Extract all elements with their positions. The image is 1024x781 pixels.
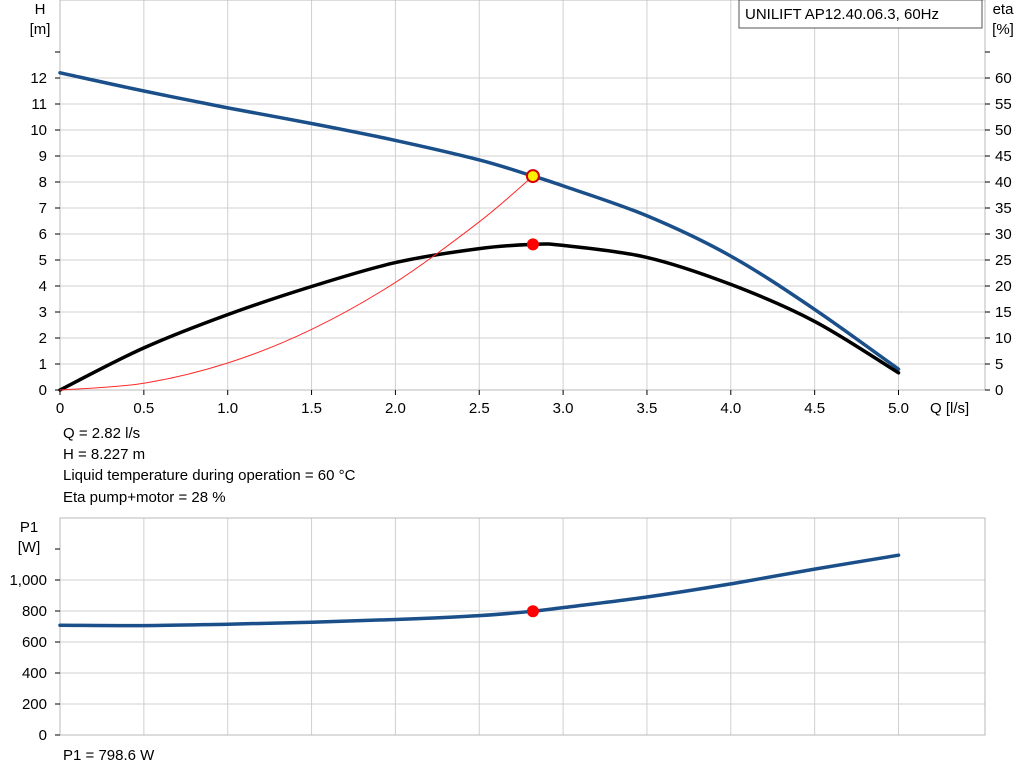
y-right-axis-label-symbol: eta	[993, 1, 1015, 18]
y-left-tick-label: 8	[39, 174, 47, 191]
y-left-tick-label: 10	[30, 122, 47, 139]
info-liquid-temperature: Liquid temperature during operation = 60…	[63, 467, 356, 484]
top-chart-markers	[525, 169, 540, 251]
y-left-tick-label: 4	[39, 278, 47, 295]
chart-title-box	[738, 0, 983, 29]
x-tick-label: 4.5	[804, 400, 825, 417]
chart-title: UNILIFT AP12.40.06.3, 60Hz	[745, 6, 939, 23]
y-right-tick-label: 25	[995, 252, 1012, 269]
p1-tick-label: 0	[39, 727, 47, 744]
y-left-tick-label: 1	[39, 356, 47, 373]
p1-tick-label: 200	[22, 696, 47, 713]
y-right-tick-label: 5	[995, 356, 1003, 373]
x-tick-label: 0.5	[133, 400, 154, 417]
bottom-chart-markers	[526, 605, 539, 618]
y-right-tick-label: 30	[995, 226, 1012, 243]
y-right-tick-label: 35	[995, 200, 1012, 217]
y-right-tick-label: 15	[995, 304, 1012, 321]
x-tick-label: 3.5	[637, 400, 658, 417]
x-axis-label: Q [l/s]	[930, 400, 969, 417]
y-left-tick-label: 7	[39, 200, 47, 217]
y-right-tick-label: 10	[995, 330, 1012, 347]
y-left-axis-label-symbol: H	[35, 1, 46, 18]
y-right-tick-label: 20	[995, 278, 1012, 295]
power-curve	[58, 553, 901, 628]
p1-axis-label-unit: [W]	[18, 539, 41, 556]
efficiency-curve	[58, 242, 901, 392]
y-right-tick-label: 40	[995, 174, 1012, 191]
info-power: P1 = 798.6 W	[63, 747, 155, 764]
y-right-tick-label: 55	[995, 96, 1012, 113]
x-tick-label: 2.5	[469, 400, 490, 417]
bottom-chart-axes: 0 200 400 600 800 1,000	[9, 548, 60, 744]
p1-tick-label: 600	[22, 634, 47, 651]
y-right-tick-label: 60	[995, 70, 1012, 87]
top-chart-plot-area	[59, 0, 986, 391]
top-chart-labels: UNILIFT AP12.40.06.3, 60Hz H [m] eta [%]…	[30, 0, 1015, 417]
system-curve	[59, 175, 534, 391]
duty-point-power-marker	[526, 605, 539, 618]
y-right-axis-label-unit: [%]	[992, 21, 1014, 38]
y-left-tick-label: 5	[39, 252, 47, 269]
x-tick-label: 1.0	[217, 400, 238, 417]
x-tick-label: 5.0	[888, 400, 909, 417]
p1-tick-label: 1,000	[9, 572, 47, 589]
x-tick-label: 0	[56, 400, 64, 417]
info-efficiency: Eta pump+motor = 28 %	[63, 489, 226, 506]
x-tick-label: 2.0	[385, 400, 406, 417]
p1-tick-label: 400	[22, 665, 47, 682]
y-left-tick-label: 9	[39, 148, 47, 165]
y-left-tick-label: 6	[39, 226, 47, 243]
info-head: H = 8.227 m	[63, 446, 146, 463]
x-tick-label: 1.5	[301, 400, 322, 417]
x-tick-label: 4.0	[720, 400, 741, 417]
bottom-chart-labels: P1 [W]	[18, 519, 41, 556]
y-right-tick-label: 45	[995, 148, 1012, 165]
y-left-tick-label: 12	[30, 70, 47, 87]
y-right-tick-label: 50	[995, 122, 1012, 139]
head-curve	[58, 71, 901, 371]
bottom-chart-series	[58, 553, 901, 628]
top-chart-axes: 0 0.5 1.0 1.5 2.0 2.5 3.0 3.5 4.0 4.5 5.0012345678…	[30, 51, 1012, 417]
p1-axis-label-symbol: P1	[20, 519, 38, 536]
y-right-tick-label: 0	[995, 382, 1003, 399]
y-left-tick-label: 11	[31, 96, 47, 113]
y-left-axis-label-unit: [m]	[30, 21, 51, 38]
y-left-tick-label: 2	[39, 330, 47, 347]
info-flow: Q = 2.82 l/s	[63, 425, 141, 442]
x-tick-label: 3.0	[553, 400, 574, 417]
duty-point-efficiency-marker	[526, 238, 539, 251]
y-left-tick-label: 3	[39, 304, 47, 321]
top-chart-series	[58, 71, 901, 392]
duty-point-head-marker	[525, 169, 540, 184]
y-left-tick-label: 0	[39, 382, 47, 399]
p1-tick-label: 800	[22, 603, 47, 620]
